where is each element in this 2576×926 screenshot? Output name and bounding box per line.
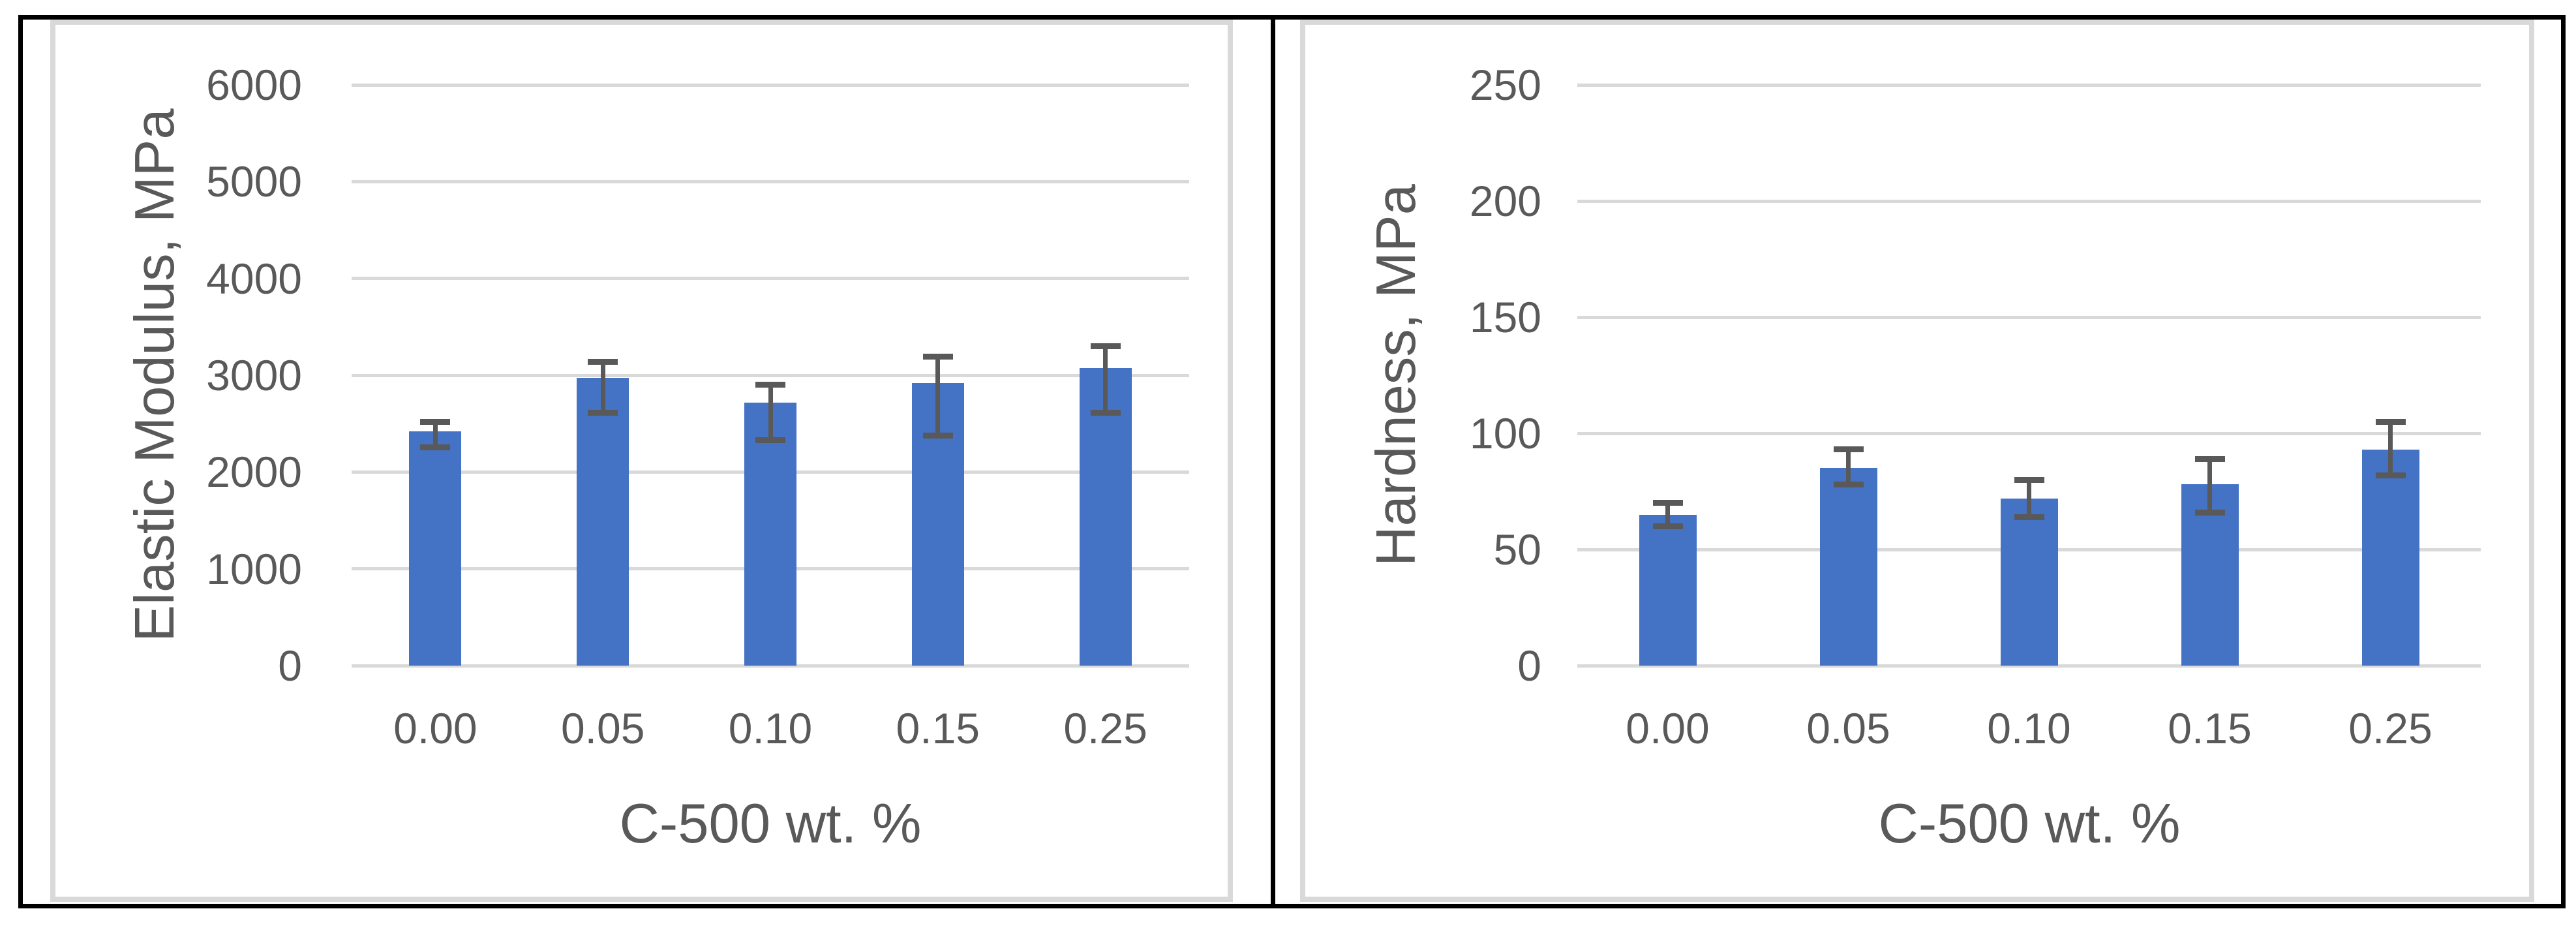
- gridline: [1577, 315, 2481, 319]
- error-bar-top-cap: [755, 382, 785, 388]
- x-tick-label: 0.00: [393, 704, 477, 752]
- error-bar-top-cap: [1833, 446, 1864, 453]
- bar: [744, 402, 796, 666]
- y-tick-label: 100: [1469, 409, 1541, 457]
- y-tick-label: 0: [278, 641, 302, 690]
- x-tick-label: 0.05: [1806, 704, 1890, 752]
- hardness-x-axis-title: C-500 wt. %: [1878, 793, 2181, 855]
- y-tick-label: 2000: [206, 448, 302, 497]
- error-bar-bottom-cap: [922, 433, 953, 439]
- outer-frame-border: [18, 15, 2566, 908]
- bar: [409, 431, 462, 666]
- y-tick-label: 1000: [206, 544, 302, 593]
- error-bar-top-cap: [1652, 500, 1683, 506]
- error-bar-bottom-cap: [2014, 514, 2044, 520]
- error-bar-line: [768, 384, 773, 440]
- gridline: [1577, 431, 2481, 435]
- x-tick-label: 0.25: [2348, 704, 2432, 752]
- error-bar-line: [432, 422, 438, 448]
- bar: [1639, 514, 1697, 666]
- y-tick-label: 4000: [206, 254, 302, 303]
- gridline: [352, 373, 1189, 377]
- gridline: [1577, 199, 2481, 203]
- center-divider-border: [1271, 15, 1275, 908]
- error-bar-line: [2388, 422, 2393, 476]
- hardness-chart: Hardness, MPa C-500 wt. % 0 50 100 150 200 25…: [1300, 20, 2534, 902]
- error-bar-line: [935, 356, 941, 436]
- error-bar-top-cap: [2194, 455, 2225, 462]
- error-bar-line: [1103, 346, 1108, 413]
- hardness-y-axis-title: Hardness, MPa: [1365, 184, 1427, 566]
- error-bar-line: [2207, 459, 2212, 513]
- gridline: [352, 179, 1189, 183]
- error-bar-top-cap: [2014, 476, 2044, 483]
- error-bar-bottom-cap: [588, 410, 618, 416]
- gridline: [1577, 664, 2481, 668]
- gridline: [352, 83, 1189, 87]
- error-bar-line: [600, 362, 605, 413]
- gridline: [352, 277, 1189, 281]
- y-tick-label: 250: [1469, 61, 1541, 109]
- error-bar-top-cap: [588, 358, 618, 365]
- elastic-modulus-chart: Elastic Modulus, MPa C-500 wt. % 0 1000 20…: [50, 20, 1233, 902]
- x-tick-label: 0.00: [1626, 704, 1710, 752]
- error-bar-bottom-cap: [755, 437, 785, 443]
- y-tick-label: 200: [1469, 177, 1541, 225]
- x-tick-label: 0.05: [560, 704, 645, 752]
- y-tick-label: 3000: [206, 351, 302, 399]
- error-bar-bottom-cap: [2194, 509, 2225, 516]
- x-tick-label: 0.10: [728, 704, 813, 752]
- x-tick-label: 0.15: [896, 704, 980, 752]
- error-bar-top-cap: [420, 419, 451, 425]
- elastic-modulus-x-axis-title: C-500 wt. %: [619, 793, 922, 855]
- y-tick-label: 6000: [206, 61, 302, 109]
- x-tick-label: 0.25: [1063, 704, 1147, 752]
- bar: [2000, 498, 2058, 666]
- x-tick-label: 0.15: [2168, 704, 2252, 752]
- error-bar-bottom-cap: [1652, 523, 1683, 529]
- error-bar-bottom-cap: [2375, 472, 2406, 478]
- error-bar-top-cap: [922, 353, 953, 360]
- error-bar-line: [1665, 502, 1670, 527]
- bar: [2361, 449, 2419, 666]
- bar: [1079, 367, 1132, 666]
- y-tick-label: 0: [1517, 641, 1541, 690]
- error-bar-top-cap: [2375, 418, 2406, 425]
- error-bar-bottom-cap: [420, 444, 451, 450]
- y-tick-label: 50: [1493, 525, 1541, 574]
- x-tick-label: 0.10: [1987, 704, 2071, 752]
- bar: [1819, 468, 1877, 666]
- error-bar-bottom-cap: [1090, 410, 1121, 416]
- y-tick-label: 5000: [206, 157, 302, 206]
- error-bar-line: [2027, 480, 2031, 517]
- error-bar-bottom-cap: [1833, 481, 1864, 487]
- y-tick-label: 150: [1469, 293, 1541, 341]
- error-bar-line: [1846, 449, 1851, 485]
- bar: [577, 378, 629, 666]
- error-bar-top-cap: [1090, 343, 1121, 349]
- gridline: [352, 664, 1189, 668]
- gridline: [1577, 83, 2481, 87]
